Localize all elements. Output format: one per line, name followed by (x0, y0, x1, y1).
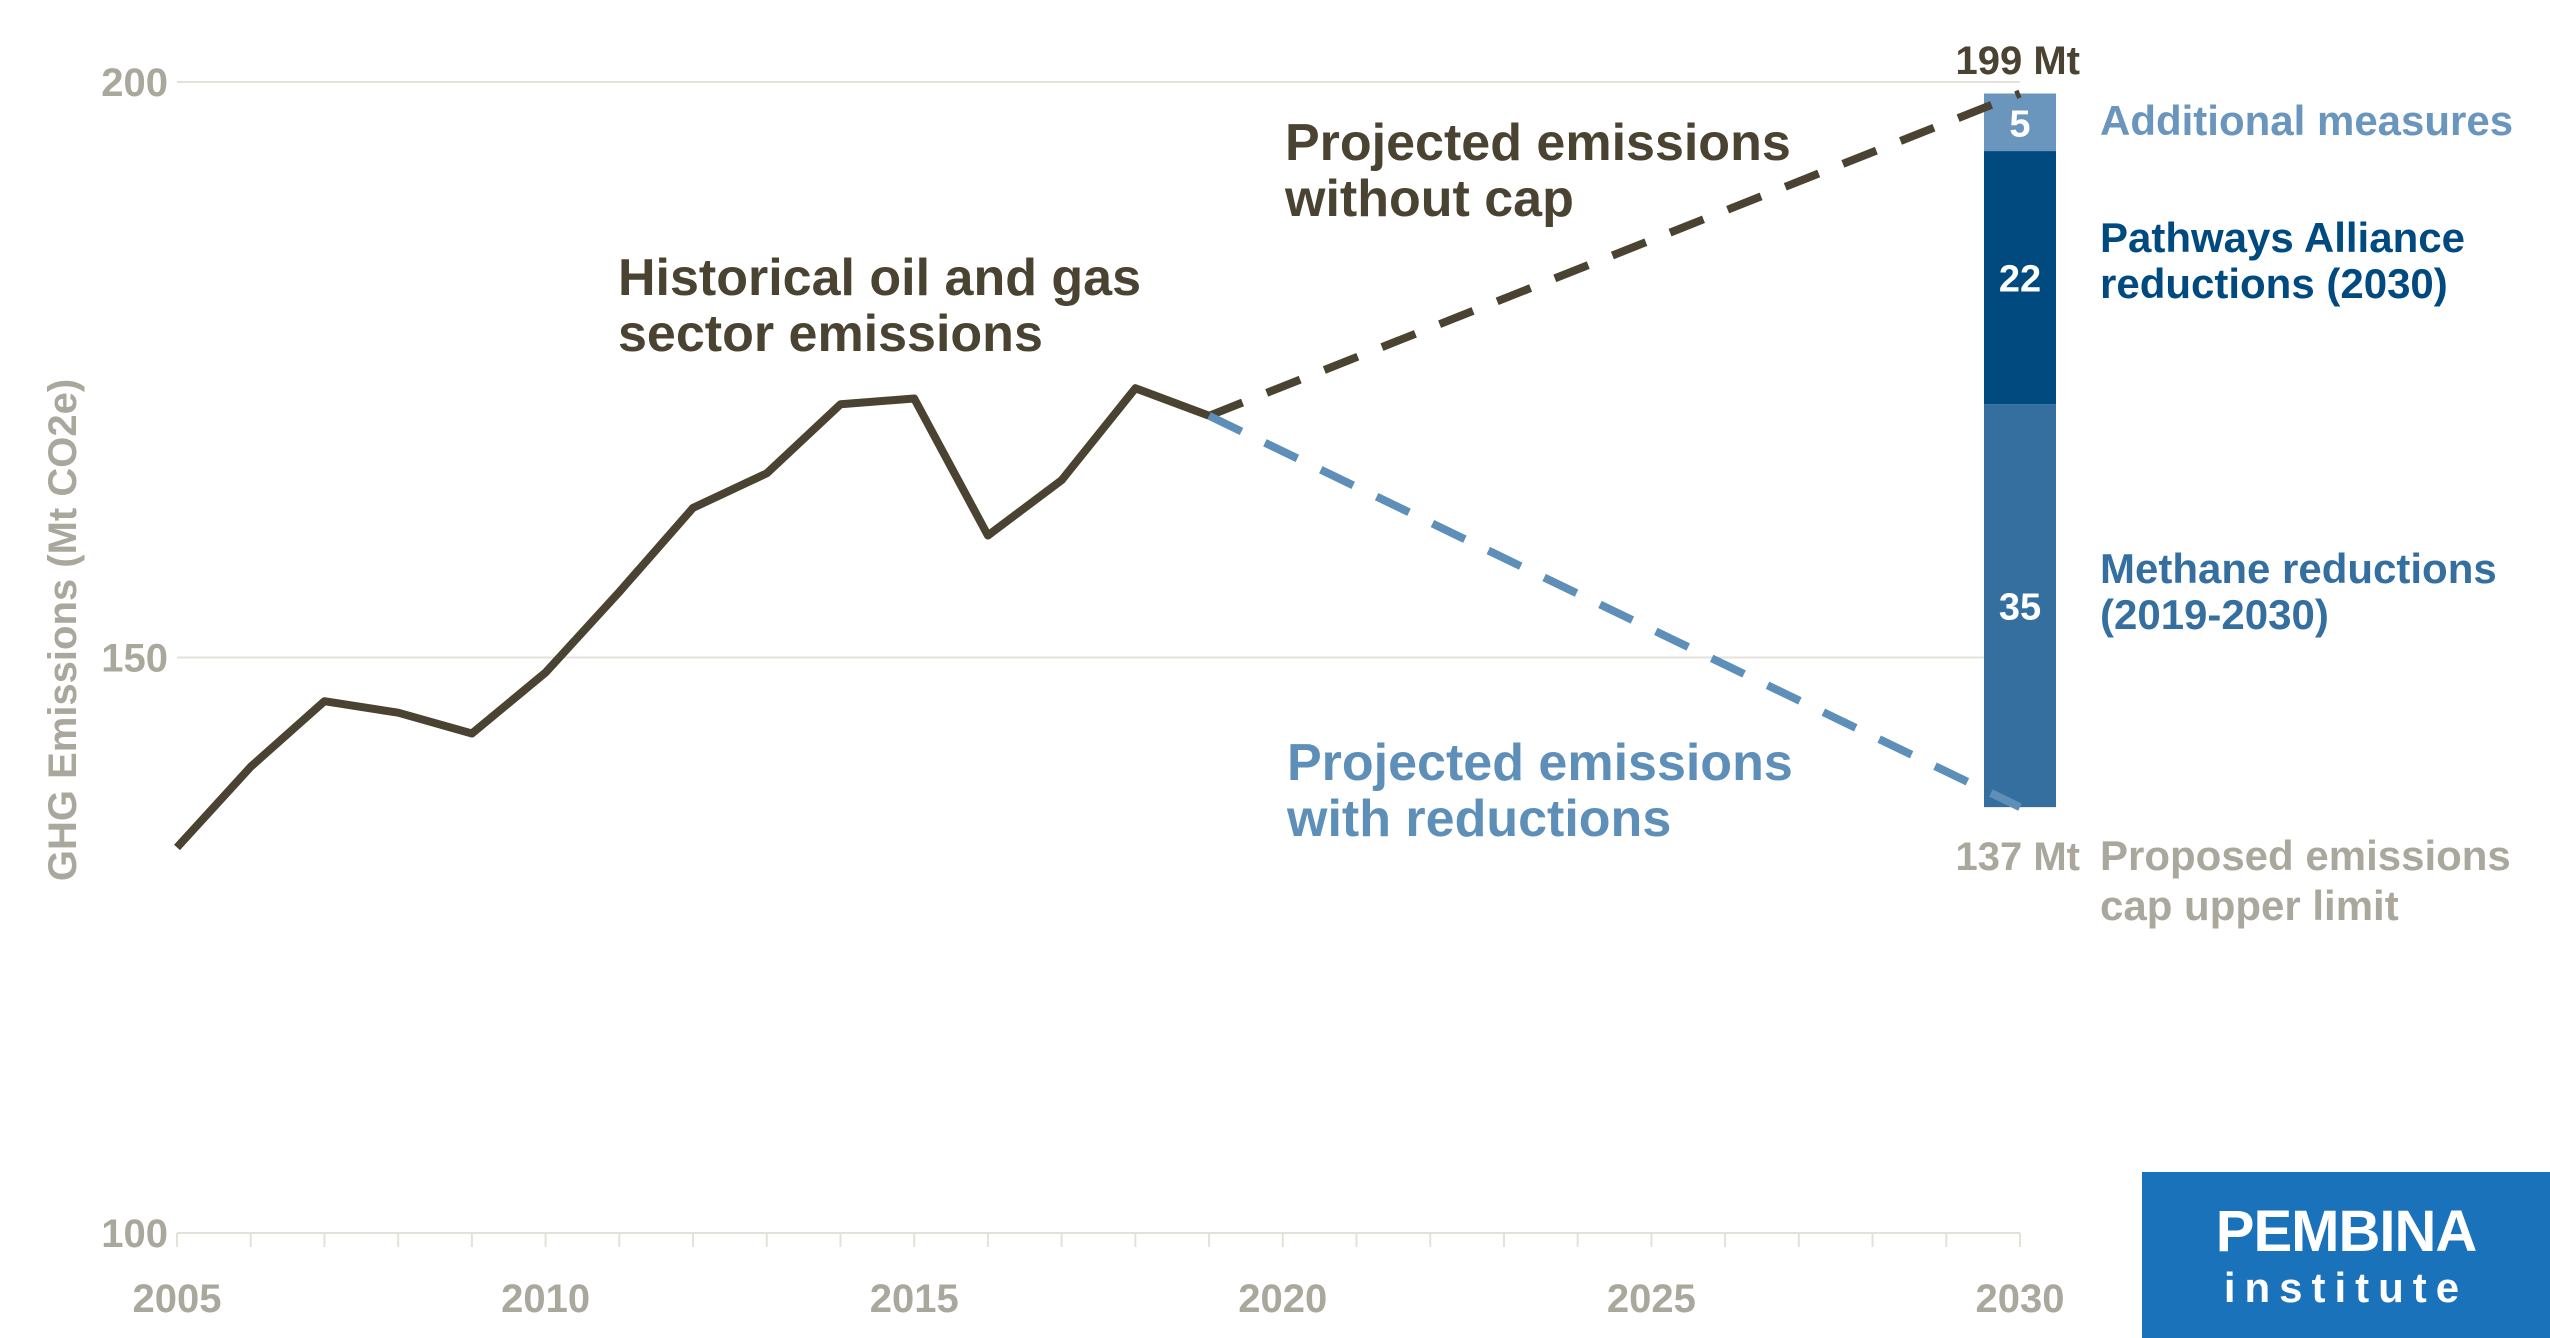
annotation-historical: Historical oil and gas (618, 249, 1141, 307)
label-pathways-alliance: reductions (2030) (2100, 260, 2448, 307)
annotation-bottom-value: 137 Mt (1956, 835, 2081, 879)
pembina-logo: PEMBINA institute (2142, 1172, 2550, 1338)
bar-segment-value: 35 (1999, 587, 2041, 629)
y-tick-label: 100 (101, 1212, 168, 1256)
x-tick-label: 2025 (1607, 1277, 1696, 1321)
label-methane-reductions: Methane reductions (2100, 545, 2497, 592)
logo-name: PEMBINA (2215, 1199, 2477, 1264)
series-line-0 (174, 384, 1211, 851)
x-tick-label: 2030 (1976, 1277, 2065, 1321)
logo-subtitle: institute (2223, 1264, 2469, 1311)
x-tick-label: 2015 (870, 1277, 959, 1321)
annotation-with-reductions: with reductions (1286, 790, 1671, 848)
annotation-historical: sector emissions (618, 305, 1043, 363)
series-line-2 (1207, 412, 2022, 811)
bar-segment-2 (1984, 93, 2056, 152)
x-tick-label: 2005 (133, 1277, 222, 1321)
label-emissions-cap: Proposed emissions (2100, 832, 2511, 879)
label-methane-reductions: (2019-2030) (2100, 591, 2329, 638)
y-tick-label: 150 (101, 637, 168, 681)
label-additional-measures: Additional measures (2100, 97, 2513, 144)
label-pathways-alliance: Pathways Alliance (2100, 214, 2465, 261)
y-axis-label: GHG Emissions (Mt CO2e) (41, 379, 85, 881)
bar-segment-1 (1984, 151, 2056, 405)
annotation-with-reductions: Projected emissions (1287, 734, 1793, 792)
annotation-without-cap: Projected emissions (1285, 114, 1791, 172)
bar-segment-value: 22 (1999, 259, 2041, 301)
label-emissions-cap: cap upper limit (2100, 882, 2399, 929)
series-line-1 (1207, 89, 2022, 420)
y-tick-label: 200 (101, 61, 168, 105)
annotation-without-cap: without cap (1284, 170, 1574, 228)
x-tick-label: 2010 (501, 1277, 590, 1321)
annotation-top-value: 199 Mt (1956, 39, 2081, 83)
bar-segment-0 (1984, 404, 2056, 808)
bar-segment-value: 5 (2009, 103, 2030, 145)
x-tick-label: 2020 (1238, 1277, 1327, 1321)
